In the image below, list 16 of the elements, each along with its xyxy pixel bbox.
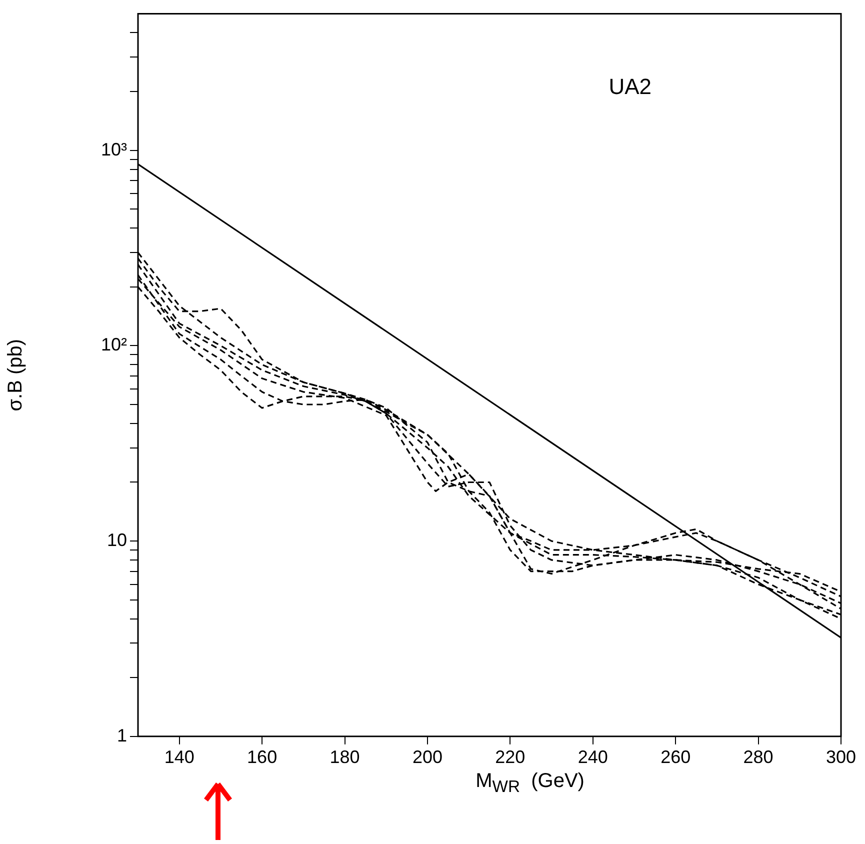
y-axis-title: σ.B (pb) <box>4 338 27 412</box>
x-axis-title: M$_{WR}$ (GeV) <box>474 770 586 797</box>
annotation: UA2 <box>608 74 652 99</box>
x-tick-label: 200 <box>412 747 442 768</box>
x-tick-label: 140 <box>164 747 194 768</box>
x-tick-label: 180 <box>330 747 360 768</box>
x-tick-label: 220 <box>495 747 526 768</box>
x-tick-label: 160 <box>247 747 278 768</box>
y-tick-label: 10 <box>106 530 127 550</box>
y-tick-label: 1 <box>116 725 127 746</box>
x-tick-label: 280 <box>743 747 774 768</box>
y-tick-label: 10² <box>100 334 128 355</box>
y-tick-label: 10³ <box>100 139 128 160</box>
x-tick-label: 240 <box>578 747 608 768</box>
x-tick-label: 260 <box>660 747 691 768</box>
x-tick-label: 300 <box>826 747 856 768</box>
